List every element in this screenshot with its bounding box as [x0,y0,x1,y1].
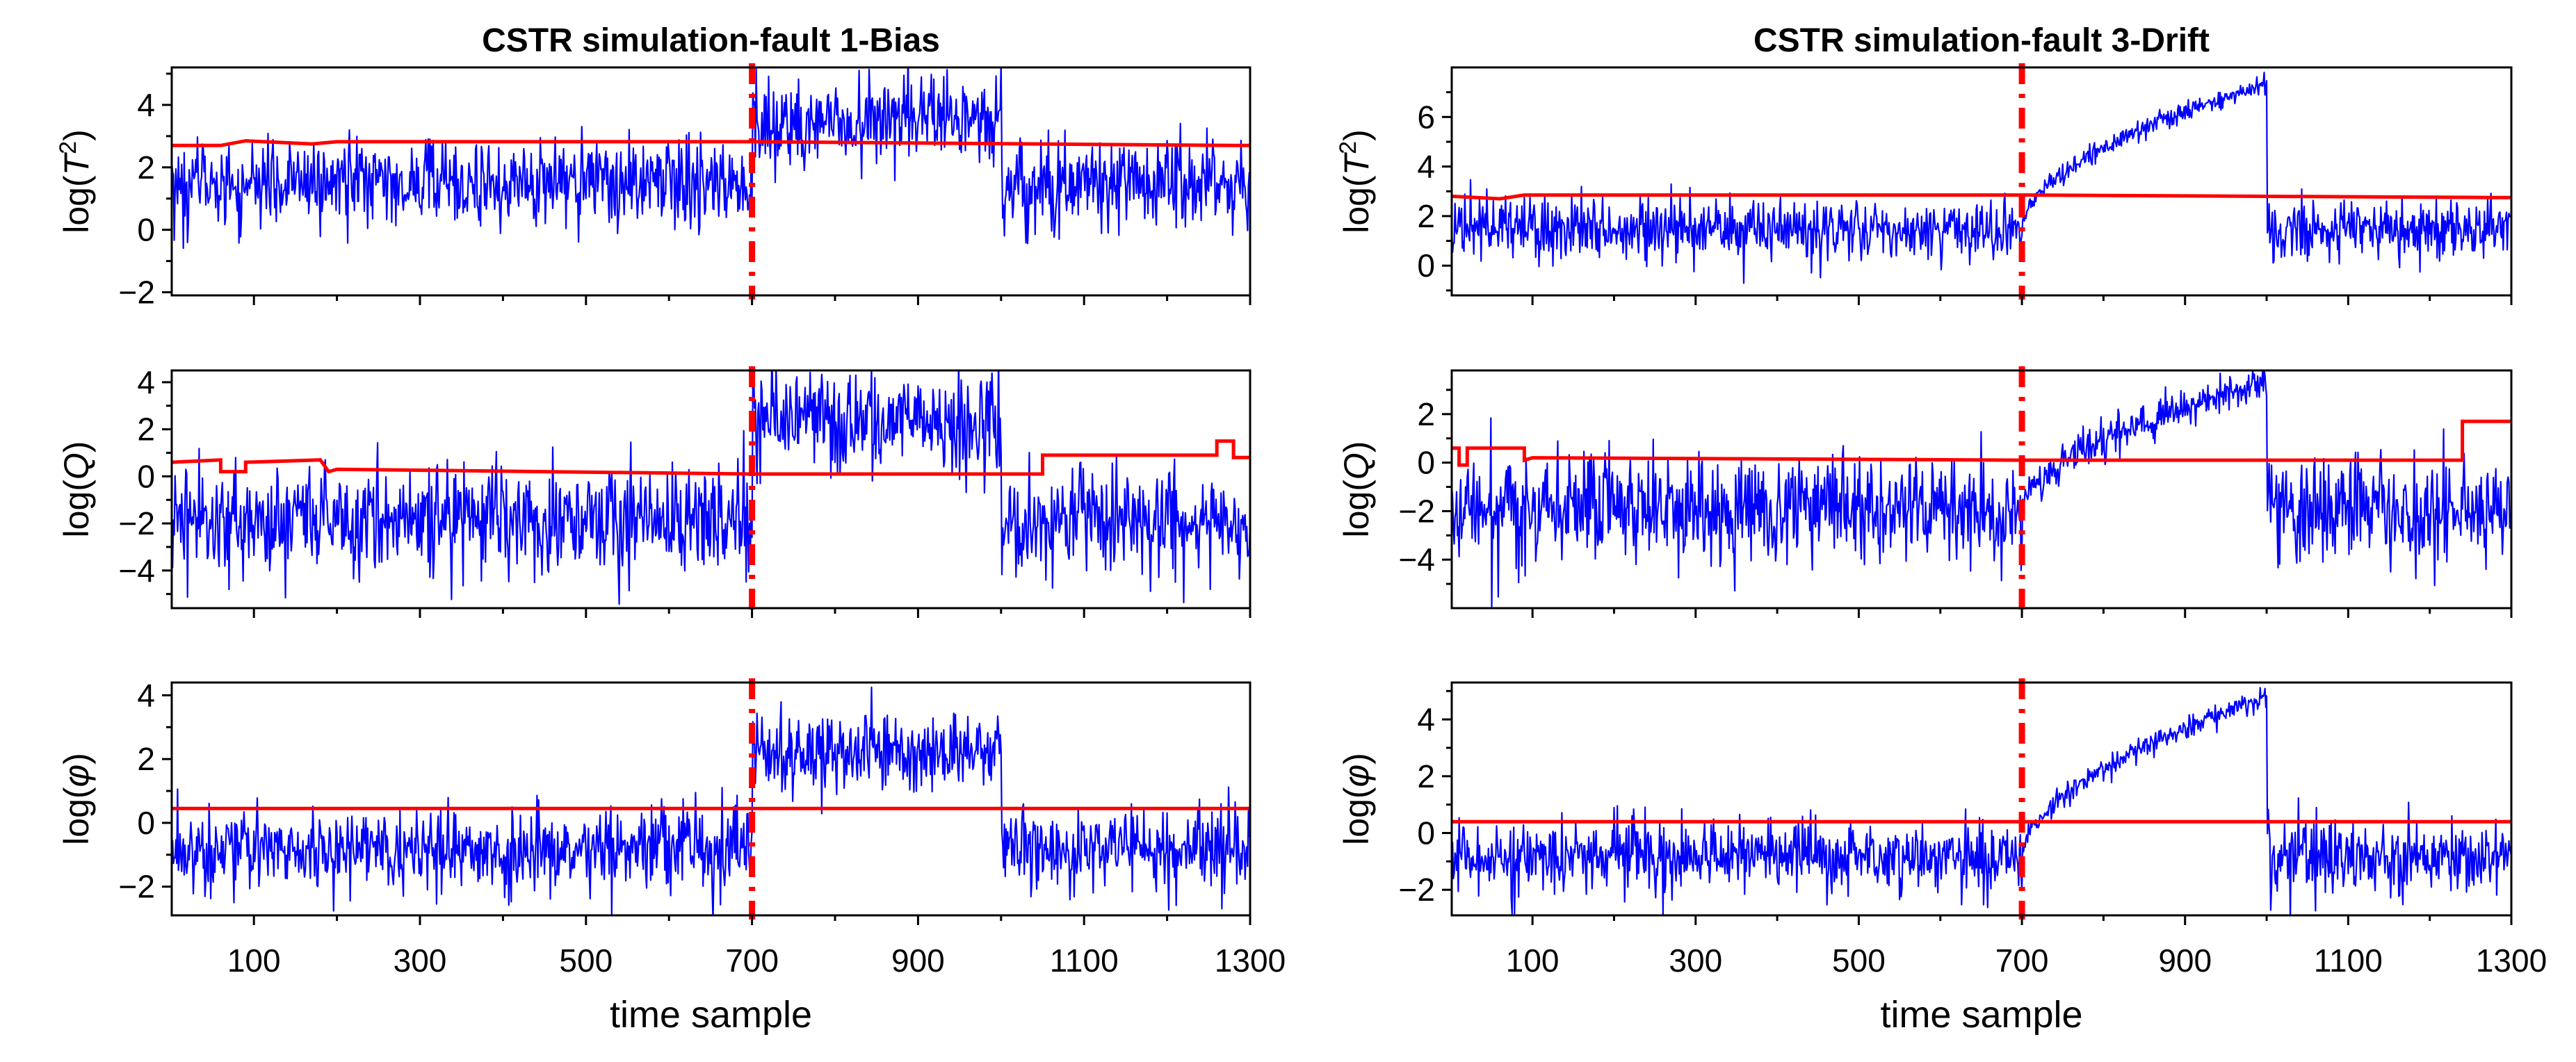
control-limit-line [172,139,1250,147]
axes-frame [170,66,1251,297]
x-tick-label: 500 [559,942,613,979]
panel-2: CSTR simulation-fault 3-Drift 0 2 4 6 log(T2)… [1335,22,2547,1036]
y-tick-label: −2 [1399,872,1435,908]
y-tick-label: −4 [1399,541,1435,578]
subplot-2-3: −2 0 2 4 log(φ) 100 300 500 700 900 1100 1300 time s… [1337,678,2547,1036]
x-tick-label: 1300 [1215,942,1286,979]
x-tick-label: 900 [2158,942,2212,979]
y-tick-label: −4 [119,553,155,589]
x-axis-label: time sample [610,994,812,1036]
y-tick-label: 2 [1417,758,1435,794]
y-tick-label: 2 [137,411,155,448]
statistic-line [1452,370,2511,608]
panel-title: CSTR simulation-fault 3-Drift [1753,22,2210,59]
axes-frame [1450,681,2513,917]
panel-1: CSTR simulation-fault 1-Bias −2 0 2 4 log(T2)… [55,22,1286,1036]
x-tick-label: 1100 [1050,942,1119,979]
axes-frame [170,369,1251,610]
y-tick-label: 0 [137,458,155,494]
axes-frame [1450,66,2513,297]
x-tick-label: 1100 [2314,942,2383,979]
subplot-2-1: 0 2 4 6 log(T2) [1335,63,2513,305]
y-tick-label: 4 [1417,701,1435,737]
y-tick-label: 6 [1417,99,1435,135]
control-limit-line [172,439,1250,476]
y-tick-label: −2 [1399,493,1435,529]
x-tick-label: 100 [227,942,281,979]
x-tick-label: 1300 [2476,942,2547,979]
statistic-line [1452,72,2511,284]
y-axis-label: log(φ) [57,753,96,845]
y-axis-label: log(T2) [55,129,96,234]
y-tick-label: 0 [1417,445,1435,481]
y-tick-label: −2 [119,275,155,311]
y-tick-label: 0 [137,805,155,841]
subplot-1-2: −4 −2 0 2 4 log(Q) [57,364,1251,618]
subplot-1-1: −2 0 2 4 log(T2) [55,63,1251,311]
y-tick-label: 4 [1417,149,1435,185]
y-axis-label: log(Q) [1337,441,1376,538]
x-tick-label: 500 [1832,942,1886,979]
y-tick-label: 0 [137,212,155,248]
subplot-2-2: −4 −2 0 2 log(Q) [1337,366,2513,618]
y-axis-label: log(T2) [1335,129,1376,234]
y-tick-label: −2 [119,869,155,905]
y-tick-label: 4 [137,677,155,713]
control-limit-line [1452,193,2511,201]
y-axis-label: log(Q) [57,441,96,538]
y-axis-label: log(φ) [1337,753,1376,845]
y-tick-label: −2 [119,505,155,541]
subplot-1-3: −2 0 2 4 log(φ) 100 300 500 700 900 1100 1300 time s… [57,677,1286,1036]
statistic-line [172,686,1250,915]
statistic-line [172,370,1250,605]
x-tick-label: 700 [1995,942,2049,979]
y-tick-label: 0 [1417,247,1435,284]
y-tick-label: 2 [1417,396,1435,432]
axes-frame [170,681,1251,917]
panel-title: CSTR simulation-fault 1-Bias [482,22,940,59]
statistic-line [1452,687,2511,915]
x-tick-label: 300 [394,942,447,979]
axes-frame [1450,369,2513,610]
y-tick-label: 2 [137,741,155,777]
x-axis-label: time sample [1880,994,2082,1036]
y-tick-label: 4 [137,87,155,123]
y-tick-label: 0 [1417,815,1435,851]
x-tick-label: 300 [1669,942,1722,979]
y-tick-label: 2 [1417,198,1435,234]
y-tick-label: 2 [137,149,155,186]
x-tick-label: 700 [725,942,779,979]
control-limit-line [1452,419,2511,467]
statistic-line [172,67,1250,250]
y-tick-label: 4 [137,364,155,400]
x-tick-label: 100 [1506,942,1560,979]
x-tick-label: 900 [891,942,945,979]
